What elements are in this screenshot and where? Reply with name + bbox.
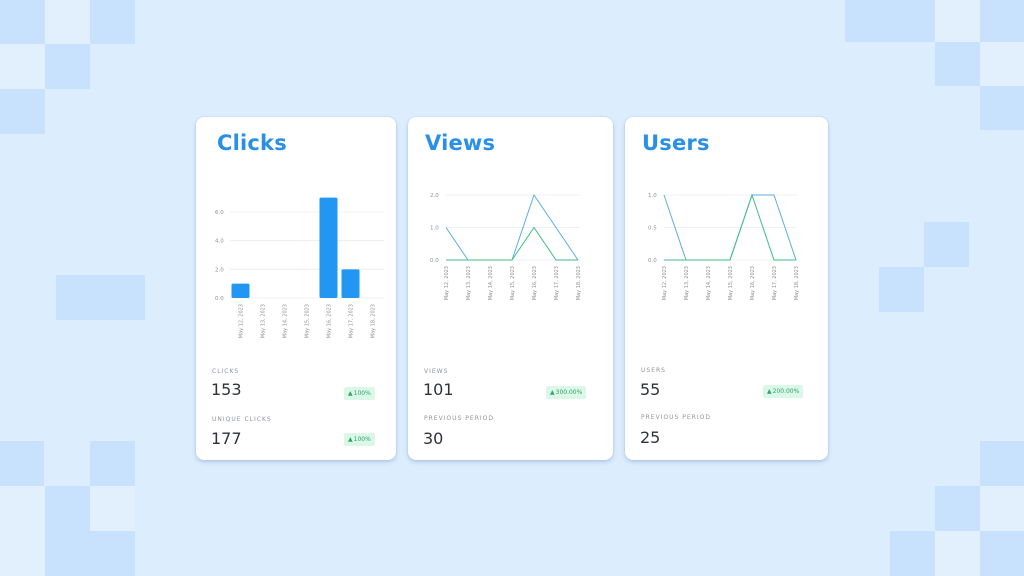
x-tick-label: May 13, 2023 <box>684 266 690 300</box>
bg-block <box>890 531 935 576</box>
bg-block <box>879 267 924 312</box>
bg-block <box>45 0 90 44</box>
users-stat-value: 55 <box>640 380 661 399</box>
bg-block <box>980 531 1024 576</box>
bg-block <box>90 441 135 486</box>
bg-block <box>0 0 45 44</box>
bg-block <box>980 86 1024 130</box>
users-title: Users <box>642 131 710 155</box>
bg-block <box>0 441 44 486</box>
views-stat-label: VIEWS <box>424 368 449 375</box>
x-tick-label: May 18, 2023 <box>371 304 377 338</box>
unique-clicks-change-badge: ▲100% <box>344 433 375 446</box>
y-tick-label: 0.0 <box>648 258 657 264</box>
x-tick-label: May 13, 2023 <box>466 266 472 300</box>
bg-block <box>0 44 45 89</box>
x-tick-label: May 17, 2023 <box>772 266 778 300</box>
views-line-chart: 0.0 1.0 2.0 May 12, 2023 May 13, 2023 May 14,… <box>430 193 582 300</box>
badge-text: 300.00% <box>555 389 583 396</box>
users-previous-label: PREVIOUS PERIOD <box>641 414 711 421</box>
bg-block <box>0 486 45 576</box>
y-tick-label: 1.0 <box>648 193 657 199</box>
clicks-bar-chart: 0.0 2.0 4.0 6.0 May 12, 2023 May 13, 2023 May … <box>215 197 384 338</box>
views-stat-value: 101 <box>423 380 454 399</box>
x-tick-label: May 18, 2023 <box>794 266 800 300</box>
x-tick-label: May 16, 2023 <box>750 266 756 300</box>
y-tick-label: 6.0 <box>215 210 224 216</box>
unique-clicks-stat-label: UNIQUE CLICKS <box>212 416 272 423</box>
bar[interactable] <box>341 269 360 298</box>
bg-block <box>935 42 980 86</box>
y-tick-label: 1.0 <box>430 226 439 232</box>
arrow-up-icon: ▲ <box>550 389 555 396</box>
x-tick-label: May 14, 2023 <box>706 266 712 300</box>
clicks-card <box>196 117 396 460</box>
y-tick-label: 0.5 <box>648 226 657 232</box>
bg-block <box>980 486 1024 531</box>
x-tick-label: May 18, 2023 <box>576 266 582 300</box>
bg-block <box>845 0 935 42</box>
x-tick-label: May 12, 2023 <box>444 266 450 300</box>
bg-block <box>935 486 980 531</box>
views-change-badge: ▲300.00% <box>546 386 587 399</box>
arrow-up-icon: ▲ <box>348 436 353 443</box>
views-previous-label: PREVIOUS PERIOD <box>424 415 494 422</box>
bg-block <box>924 222 969 267</box>
views-previous-value: 30 <box>423 429 444 448</box>
bg-block <box>980 441 1024 486</box>
bg-block <box>980 42 1024 86</box>
views-title: Views <box>425 131 496 155</box>
y-tick-label: 0.0 <box>430 258 439 264</box>
badge-text: 100% <box>353 436 371 443</box>
views-card <box>408 117 613 460</box>
bar[interactable] <box>231 283 250 298</box>
users-card <box>625 117 828 460</box>
x-tick-label: May 17, 2023 <box>349 304 355 338</box>
bg-block <box>56 275 145 320</box>
x-tick-label: May 12, 2023 <box>662 266 668 300</box>
users-change-badge: ▲200.00% <box>763 385 804 398</box>
y-tick-label: 2.0 <box>215 267 224 273</box>
x-tick-label: May 16, 2023 <box>327 304 333 338</box>
y-tick-label: 0.0 <box>215 296 224 302</box>
clicks-stat-label: CLICKS <box>212 368 240 375</box>
x-tick-label: May 17, 2023 <box>554 266 560 300</box>
bg-block <box>0 89 45 134</box>
x-tick-label: May 15, 2023 <box>510 266 516 300</box>
x-tick-label: May 15, 2023 <box>728 266 734 300</box>
bg-block <box>90 531 135 576</box>
x-tick-label: May 12, 2023 <box>239 304 245 338</box>
clicks-change-badge: ▲100% <box>344 387 375 400</box>
bg-block <box>90 486 135 531</box>
badge-text: 100% <box>353 390 371 397</box>
bg-block <box>45 486 90 576</box>
bg-block <box>90 0 135 44</box>
users-stat-label: USERS <box>641 367 666 374</box>
bg-block <box>980 0 1024 42</box>
x-tick-label: May 14, 2023 <box>488 266 494 300</box>
x-tick-label: May 16, 2023 <box>532 266 538 300</box>
x-tick-label: May 15, 2023 <box>305 304 311 338</box>
bar[interactable] <box>319 197 338 298</box>
arrow-up-icon: ▲ <box>767 388 772 395</box>
y-tick-label: 4.0 <box>215 239 224 245</box>
bg-block <box>935 531 980 576</box>
x-tick-label: May 13, 2023 <box>261 304 267 338</box>
bg-block <box>45 44 90 89</box>
bg-block <box>935 0 980 42</box>
arrow-up-icon: ▲ <box>348 390 353 397</box>
users-line-chart: 0.0 0.5 1.0 May 12, 2023 May 13, 2023 May 14,… <box>648 193 800 300</box>
previous-period-line[interactable] <box>664 193 796 261</box>
x-tick-label: May 14, 2023 <box>283 304 289 338</box>
badge-text: 200.00% <box>772 388 800 395</box>
users-previous-value: 25 <box>640 428 661 447</box>
y-tick-label: 2.0 <box>430 193 439 199</box>
clicks-title: Clicks <box>217 131 287 155</box>
unique-clicks-stat-value: 177 <box>211 429 242 448</box>
clicks-stat-value: 153 <box>211 380 242 399</box>
previous-period-line[interactable] <box>446 226 578 261</box>
